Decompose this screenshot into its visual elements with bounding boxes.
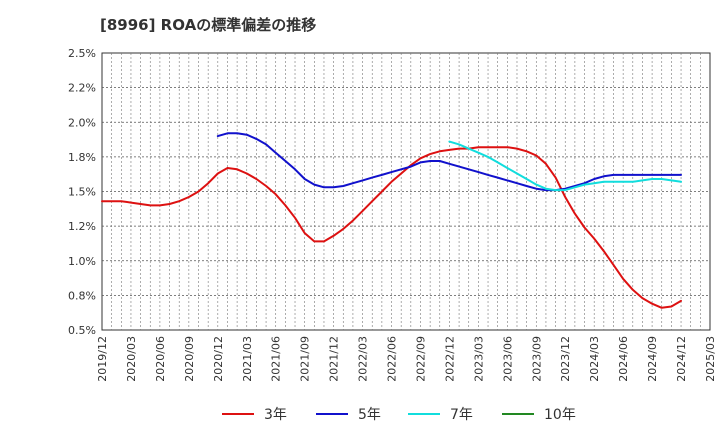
x-axis-ticks: 2019/12 2020/03 2020/06 2020/09 2020/12 2021/… (96, 336, 717, 382)
x-tick-label: 2024/12 (675, 336, 688, 382)
chart-title: [8996] ROAの標準偏差の推移 (100, 16, 316, 34)
legend-label: 10年 (544, 407, 576, 423)
y-tick-label: 2.0% (68, 116, 96, 129)
x-tick-label: 2023/06 (501, 336, 514, 382)
y-axis-ticks: 0.5% 0.8% 1.0% 1.2% 1.5% 1.8% 2.0% 2.2% 2.5% (68, 47, 96, 337)
y-tick-label: 1.2% (68, 220, 96, 233)
y-tick-label: 0.8% (68, 289, 96, 302)
grid-lines (102, 53, 710, 330)
x-tick-label: 2021/12 (328, 336, 341, 382)
x-tick-label: 2021/09 (299, 336, 312, 382)
y-tick-label: 2.2% (68, 82, 96, 95)
x-tick-label: 2023/09 (530, 336, 543, 382)
y-tick-label: 1.5% (68, 186, 96, 199)
x-tick-label: 2023/03 (472, 336, 485, 382)
x-tick-label: 2020/03 (125, 336, 138, 382)
x-tick-label: 2022/12 (443, 336, 456, 382)
series-line-3年 (101, 146, 682, 309)
y-tick-label: 2.5% (68, 47, 96, 60)
x-tick-label: 2021/03 (241, 336, 254, 382)
x-tick-label: 2024/03 (588, 336, 601, 382)
y-tick-label: 1.8% (68, 151, 96, 164)
legend-label: 3年 (264, 407, 287, 423)
legend-label: 7年 (450, 407, 473, 423)
y-tick-label: 1.0% (68, 255, 96, 268)
x-tick-label: 2022/03 (357, 336, 370, 382)
series-lines (101, 132, 682, 309)
x-tick-label: 2024/06 (617, 336, 630, 382)
legend-label: 5年 (358, 407, 381, 423)
legend: 3年 5年 7年 10年 (222, 407, 576, 423)
series-line-7年 (448, 140, 682, 192)
x-tick-label: 2023/12 (559, 336, 572, 382)
x-tick-label: 2019/12 (96, 336, 109, 382)
x-tick-label: 2020/06 (154, 336, 167, 382)
x-tick-label: 2022/09 (414, 336, 427, 382)
y-tick-label: 0.5% (68, 324, 96, 337)
x-tick-label: 2020/12 (212, 336, 225, 382)
x-tick-label: 2021/06 (270, 336, 283, 382)
x-tick-label: 2020/09 (183, 336, 196, 382)
x-tick-label: 2024/09 (646, 336, 659, 382)
x-tick-label: 2022/06 (386, 336, 399, 382)
x-tick-label: 2025/03 (704, 336, 717, 382)
series-line-5年 (216, 132, 682, 192)
